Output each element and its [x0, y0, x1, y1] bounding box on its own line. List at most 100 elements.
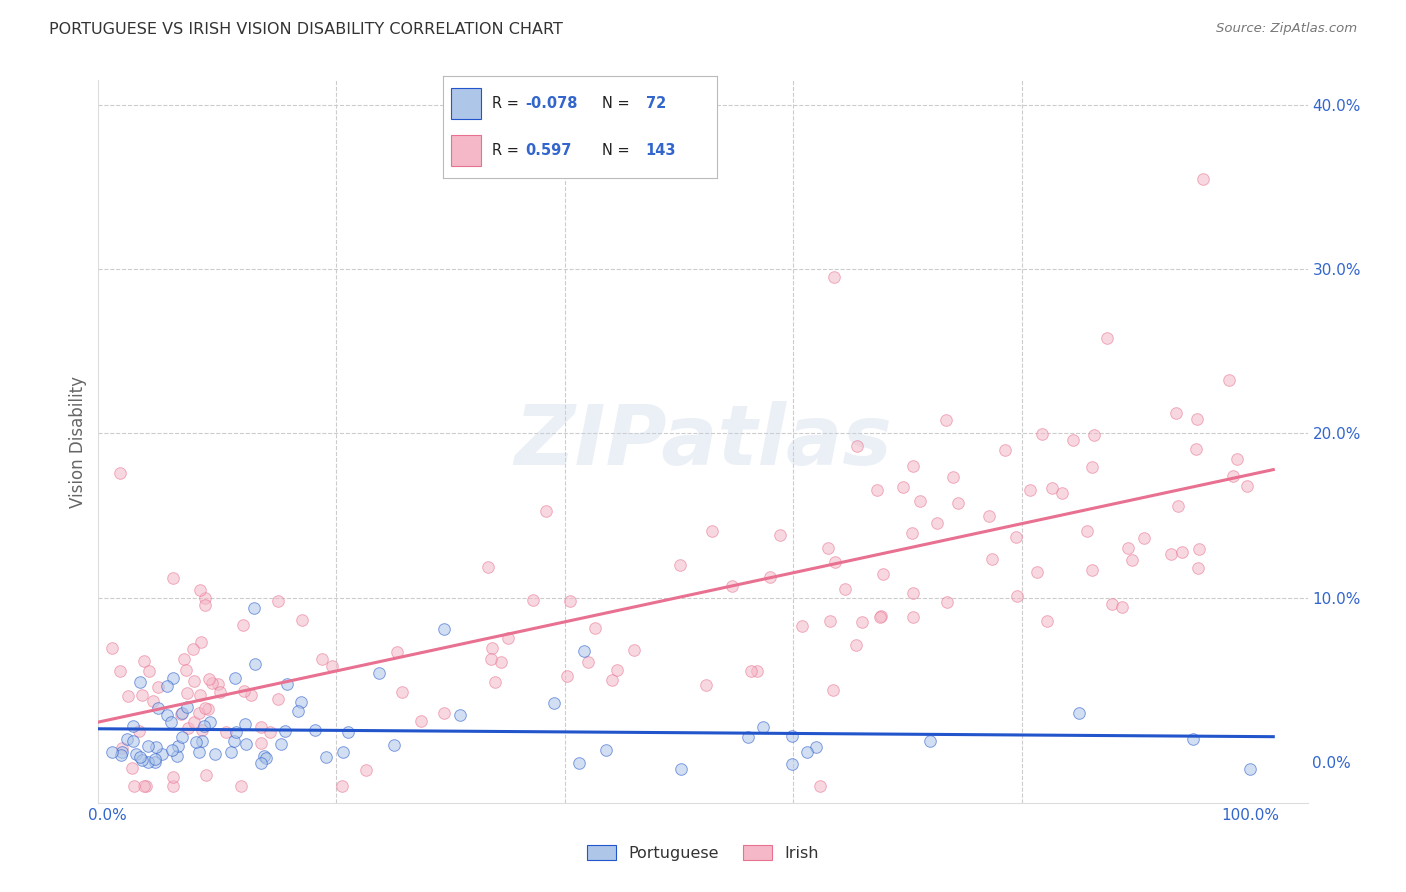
- Point: [1191, 171, 1213, 186]
- Point: [1035, 615, 1057, 629]
- Point: [110, 747, 132, 762]
- Point: [162, 571, 184, 585]
- Point: [1067, 706, 1090, 720]
- Point: [823, 270, 845, 285]
- Point: [1160, 547, 1182, 561]
- Point: [901, 525, 924, 540]
- Point: [150, 747, 173, 761]
- Point: [250, 756, 273, 770]
- Point: [215, 724, 238, 739]
- Text: Source: ZipAtlas.com: Source: ZipAtlas.com: [1216, 22, 1357, 36]
- Point: [243, 600, 266, 615]
- Point: [240, 688, 263, 702]
- Point: [315, 750, 337, 764]
- Point: [249, 736, 271, 750]
- Point: [1111, 599, 1133, 614]
- Point: [908, 494, 931, 508]
- Point: [1101, 597, 1123, 611]
- Point: [183, 714, 205, 729]
- Point: [747, 665, 769, 679]
- Point: [122, 733, 145, 747]
- Point: [977, 509, 1000, 524]
- Point: [1133, 531, 1156, 545]
- Point: [1121, 553, 1143, 567]
- Point: [1062, 433, 1084, 447]
- Point: [391, 684, 413, 698]
- Point: [194, 767, 217, 781]
- Point: [129, 750, 152, 764]
- Point: [304, 723, 326, 737]
- Text: R =: R =: [492, 144, 524, 158]
- Point: [173, 652, 195, 666]
- Point: [188, 745, 211, 759]
- Point: [543, 696, 565, 710]
- Point: [174, 663, 197, 677]
- Text: R =: R =: [492, 96, 524, 111]
- Point: [669, 762, 692, 776]
- Point: [146, 680, 169, 694]
- Point: [1026, 565, 1049, 579]
- Point: [245, 657, 267, 672]
- Point: [1081, 563, 1104, 577]
- Point: [935, 413, 957, 427]
- Point: [851, 615, 873, 630]
- Point: [201, 676, 224, 690]
- Point: [290, 695, 312, 709]
- Point: [148, 700, 170, 714]
- Point: [131, 688, 153, 702]
- Point: [901, 610, 924, 624]
- Point: [558, 594, 581, 608]
- Point: [232, 617, 254, 632]
- Point: [145, 752, 167, 766]
- Point: [1222, 469, 1244, 483]
- Point: [134, 654, 156, 668]
- Point: [600, 673, 623, 688]
- Point: [100, 745, 122, 759]
- Point: [231, 780, 253, 794]
- Point: [1226, 452, 1249, 467]
- Point: [752, 721, 775, 735]
- Point: [555, 669, 578, 683]
- Point: [162, 780, 184, 794]
- Point: [204, 747, 226, 761]
- Point: [267, 692, 290, 706]
- Point: [669, 558, 692, 572]
- Point: [449, 708, 471, 723]
- Point: [194, 591, 217, 606]
- Point: [869, 610, 891, 624]
- Point: [1050, 485, 1073, 500]
- Point: [792, 619, 814, 633]
- Point: [700, 524, 723, 538]
- Point: [224, 734, 246, 748]
- Point: [194, 701, 217, 715]
- Point: [576, 655, 599, 669]
- Point: [219, 745, 242, 759]
- Legend: Portuguese, Irish: Portuguese, Irish: [581, 838, 825, 867]
- Point: [981, 551, 1004, 566]
- Text: N =: N =: [602, 144, 634, 158]
- Point: [481, 641, 503, 656]
- Point: [162, 743, 184, 757]
- Point: [1018, 483, 1040, 497]
- Point: [927, 516, 949, 530]
- Point: [332, 745, 354, 759]
- Point: [866, 483, 889, 497]
- Point: [124, 747, 146, 761]
- Point: [1031, 426, 1053, 441]
- Point: [796, 745, 818, 759]
- Point: [235, 737, 257, 751]
- Point: [188, 688, 211, 702]
- Point: [568, 756, 591, 770]
- Point: [166, 749, 188, 764]
- Point: [177, 721, 200, 735]
- Point: [920, 733, 942, 747]
- Point: [254, 750, 277, 764]
- Point: [162, 671, 184, 685]
- Point: [311, 651, 333, 665]
- Point: [1171, 544, 1194, 558]
- Point: [721, 579, 744, 593]
- Point: [354, 763, 377, 777]
- Point: [936, 595, 959, 609]
- Point: [121, 719, 143, 733]
- Point: [142, 694, 165, 708]
